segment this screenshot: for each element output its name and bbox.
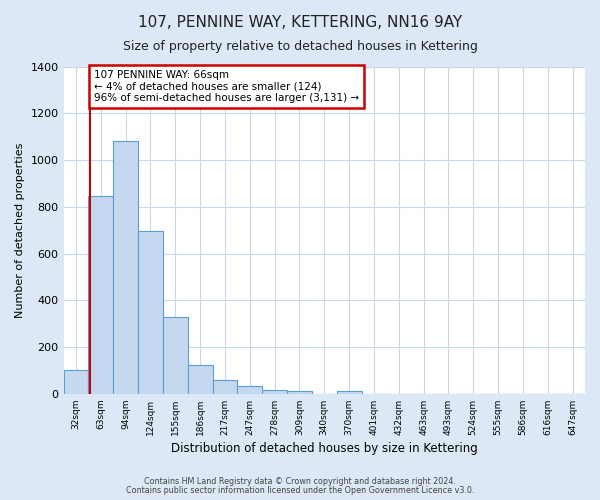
Text: Size of property relative to detached houses in Kettering: Size of property relative to detached ho…: [122, 40, 478, 53]
Y-axis label: Number of detached properties: Number of detached properties: [15, 142, 25, 318]
Bar: [188, 364, 212, 394]
Text: 107, PENNINE WAY, KETTERING, NN16 9AY: 107, PENNINE WAY, KETTERING, NN16 9AY: [138, 15, 462, 30]
Bar: [138, 232, 163, 394]
Bar: [212, 380, 238, 394]
Bar: [238, 386, 262, 394]
Text: 107 PENNINE WAY: 66sqm
← 4% of detached houses are smaller (124)
96% of semi-det: 107 PENNINE WAY: 66sqm ← 4% of detached …: [94, 70, 359, 103]
Bar: [113, 142, 138, 394]
Bar: [262, 390, 287, 394]
Bar: [287, 392, 312, 394]
Text: Contains HM Land Registry data © Crown copyright and database right 2024.: Contains HM Land Registry data © Crown c…: [144, 477, 456, 486]
Bar: [64, 370, 88, 394]
Bar: [337, 391, 362, 394]
X-axis label: Distribution of detached houses by size in Kettering: Distribution of detached houses by size …: [171, 442, 478, 455]
Text: Contains public sector information licensed under the Open Government Licence v3: Contains public sector information licen…: [126, 486, 474, 495]
Bar: [88, 196, 113, 394]
Bar: [163, 316, 188, 394]
